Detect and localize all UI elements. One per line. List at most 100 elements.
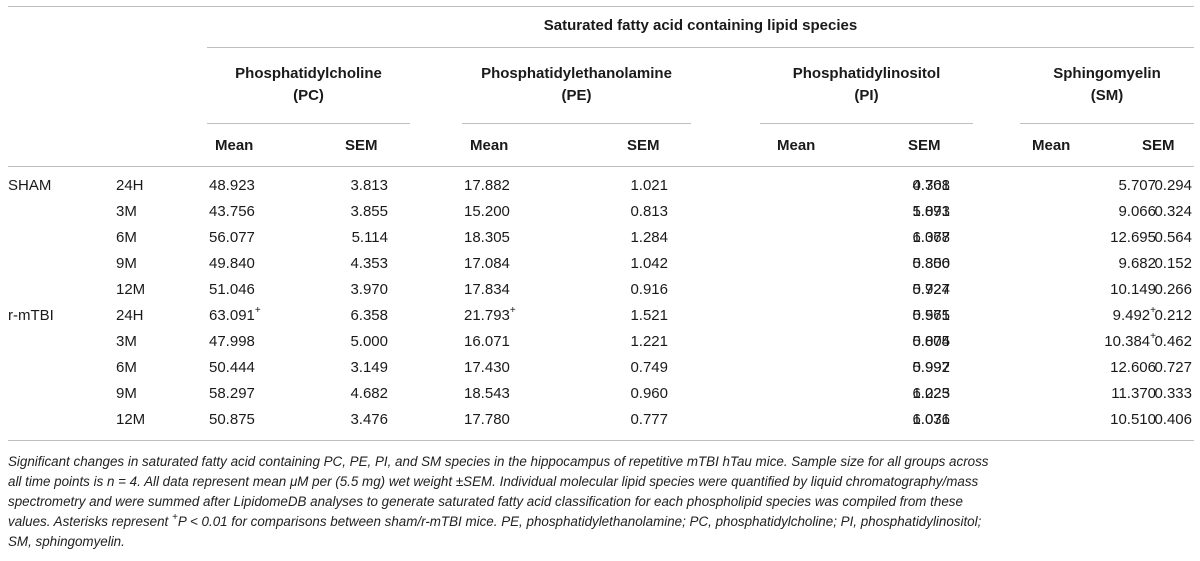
row-time-label: 6M <box>116 359 137 376</box>
group-abbr: (PE) <box>561 87 592 104</box>
sem-cell: 3.855 <box>350 203 388 221</box>
row-time-label: 3M <box>116 333 137 350</box>
cell-value: 5.114 <box>351 229 388 246</box>
sem-cell: 0.294 <box>1154 177 1192 195</box>
mean-cell: 18.305 <box>464 229 510 247</box>
col-header-pe-sem: SEM <box>627 137 660 154</box>
cell-value: 47.998 <box>209 333 255 350</box>
caption-text: values. Asterisks represent <box>8 514 172 529</box>
cell-value: 0.777 <box>630 411 668 428</box>
pi-group-underline <box>760 123 973 124</box>
mean-cell: 5.997 <box>912 359 950 377</box>
sem-cell: 3.813 <box>350 177 388 195</box>
mean-cell: 10.149 <box>1110 281 1156 299</box>
mean-cell: 9.066 <box>1118 203 1156 221</box>
cell-value: 17.430 <box>464 359 510 376</box>
cell-value: 51.046 <box>209 281 255 298</box>
cell-value: 0.813 <box>630 203 668 220</box>
cell-value: 1.021 <box>630 177 668 194</box>
sem-cell: 1.521 <box>630 307 668 325</box>
mean-cell: 56.077 <box>209 229 255 247</box>
sem-cell: 1.284 <box>630 229 668 247</box>
mean-cell: 5.724 <box>912 281 950 299</box>
row-time-label: 12M <box>116 281 146 298</box>
sem-cell: 3.149 <box>350 359 388 377</box>
cell-value: 0.971 <box>912 307 950 324</box>
row-time-label: 9M <box>116 255 137 272</box>
sem-cell: 0.152 <box>1154 255 1192 273</box>
cell-value: 17.780 <box>464 411 510 428</box>
pc-group-underline <box>207 123 410 124</box>
group-name: Phosphatidylethanolamine <box>481 65 672 82</box>
group-header-pe: Phosphatidylethanolamine (PE) <box>462 63 691 107</box>
sem-cell: 0.927 <box>912 281 950 299</box>
cell-value: 18.305 <box>464 229 510 246</box>
significance-mark: + <box>509 305 516 316</box>
cell-value: 0.761 <box>912 177 950 194</box>
row-time-label: 12M <box>116 411 146 428</box>
col-header-pc-mean: Mean <box>215 137 254 154</box>
table-top-rule <box>8 6 1194 7</box>
mean-cell: 50.444 <box>209 359 255 377</box>
mean-cell: 48.923 <box>209 177 255 195</box>
cell-value: 0.564 <box>1154 229 1192 246</box>
mean-cell: 9.492+ <box>1112 305 1156 325</box>
cell-value: 48.923 <box>209 177 255 194</box>
sem-cell: 5.000 <box>350 333 388 351</box>
sem-cell: 1.091 <box>912 203 950 221</box>
cell-value: 43.756 <box>209 203 255 220</box>
row-time-label: 9M <box>116 385 137 402</box>
sem-cell: 0.462 <box>1154 333 1192 351</box>
cell-value: 4.353 <box>350 255 388 272</box>
sem-cell: 4.682 <box>350 385 388 403</box>
cell-value: 9.682 <box>1118 255 1156 272</box>
sem-cell: 1.036 <box>912 411 950 429</box>
caption-line: spectrometry and were summed after Lipid… <box>8 494 963 509</box>
row-time-label: 24H <box>116 177 144 194</box>
cell-value: 0.212 <box>1154 307 1192 324</box>
col-header-sm-mean: Mean <box>1032 137 1071 154</box>
cell-value: 5.004 <box>912 333 950 350</box>
caption-line: Significant changes in saturated fatty a… <box>8 454 989 469</box>
mean-cell: 21.793+ <box>464 305 516 325</box>
sem-cell: 0.212 <box>1154 307 1192 325</box>
cell-value: 21.793 <box>464 307 510 324</box>
col-header-pi-sem: SEM <box>908 137 941 154</box>
mean-cell: 9.682 <box>1118 255 1156 273</box>
cell-value: 17.834 <box>464 281 510 298</box>
col-header-pc-sem: SEM <box>345 137 378 154</box>
cell-value: 0.727 <box>1154 359 1192 376</box>
cell-value: 0.875 <box>912 333 950 350</box>
cell-value: 17.084 <box>464 255 510 272</box>
table-bottom-rule <box>8 440 1194 441</box>
sem-cell: 1.025 <box>912 385 950 403</box>
header-bottom-rule <box>8 166 1194 167</box>
sem-cell: 0.916 <box>630 281 668 299</box>
cell-value: 0.916 <box>630 281 668 298</box>
cell-value: 9.492 <box>1112 307 1151 324</box>
cell-value: 3.970 <box>350 281 388 298</box>
cell-value: 1.521 <box>630 307 668 324</box>
sem-cell: 0.960 <box>630 385 668 403</box>
group-header-pc: Phosphatidylcholine (PC) <box>207 63 410 107</box>
mean-cell: 58.297 <box>209 385 255 403</box>
sem-cell: 0.777 <box>630 411 668 429</box>
col-header-sm-sem: SEM <box>1142 137 1175 154</box>
cell-value: 3.855 <box>350 203 388 220</box>
cell-value: 15.200 <box>464 203 510 220</box>
group-name: Phosphatidylinositol <box>792 65 941 82</box>
sem-cell: 0.875 <box>912 333 950 351</box>
caption-line: values. Asterisks represent +P < 0.01 fo… <box>8 512 1194 532</box>
sem-cell: 1.221 <box>630 333 668 351</box>
mean-cell: 17.882 <box>464 177 510 195</box>
mean-cell: 16.071 <box>464 333 510 351</box>
significance-mark: + <box>1150 305 1156 316</box>
cell-value: 0.927 <box>912 281 950 298</box>
cell-value: 50.444 <box>209 359 255 376</box>
mean-cell: 10.384+ <box>1104 332 1156 351</box>
caption-text: P < 0.01 for comparisons between sham/r-… <box>177 514 982 529</box>
sem-cell: 0.564 <box>1154 229 1192 247</box>
sem-cell: 3.970 <box>350 281 388 299</box>
mean-cell: 43.756 <box>209 203 255 221</box>
cell-value: 16.071 <box>464 333 510 350</box>
